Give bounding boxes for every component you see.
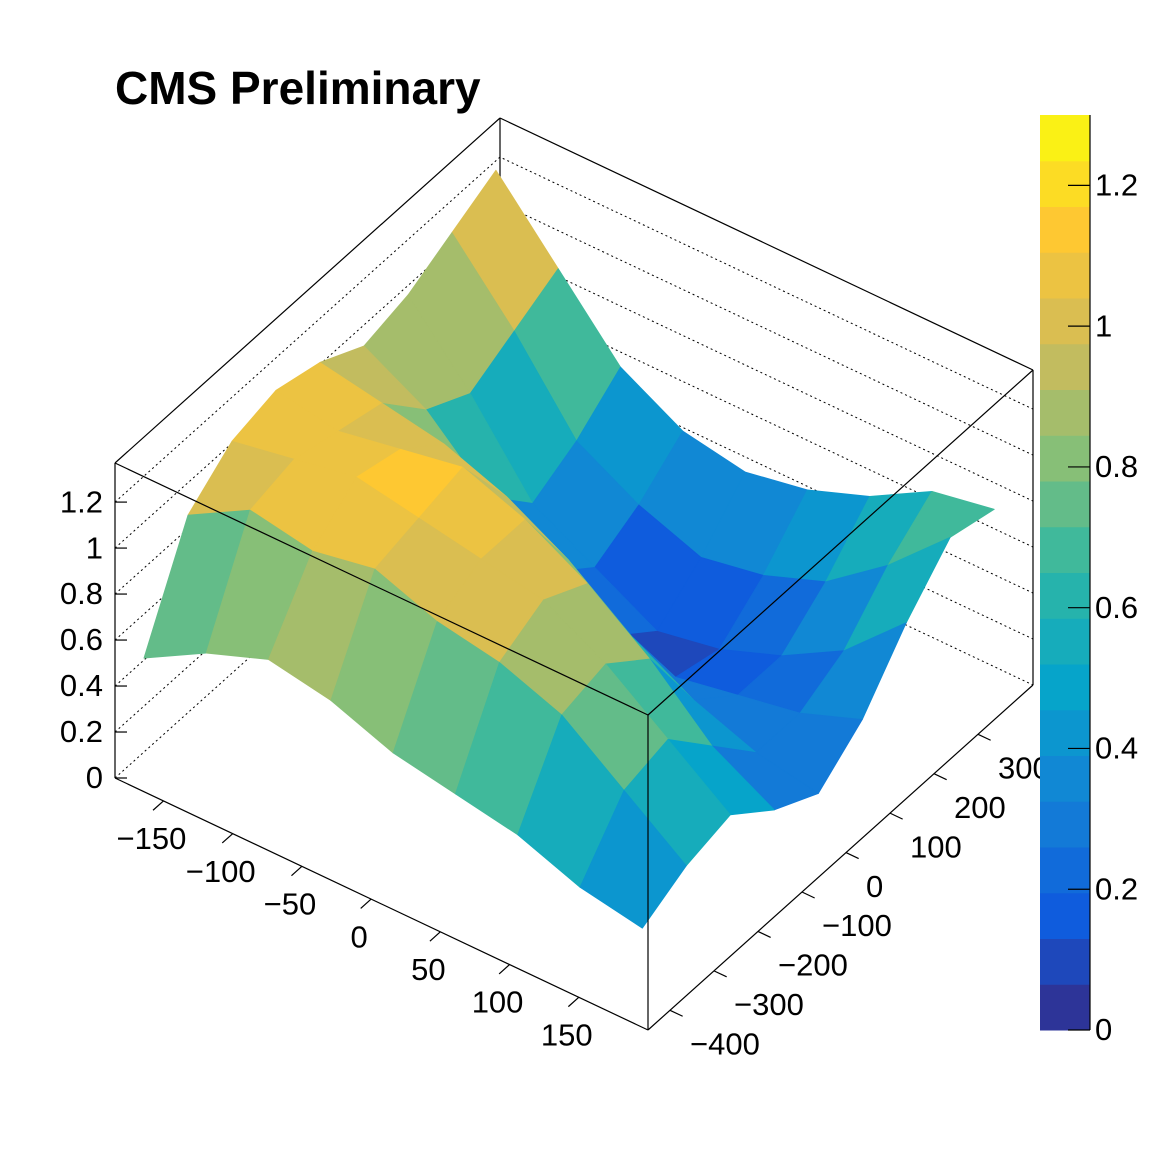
x-tick-label: 0 bbox=[350, 919, 367, 954]
colorbar-band bbox=[1040, 389, 1090, 436]
z-tick-label: 0 bbox=[86, 760, 103, 795]
colorbar-tick-label: 0.2 bbox=[1095, 871, 1138, 906]
y-tick bbox=[757, 930, 771, 938]
colorbar-band bbox=[1040, 572, 1090, 619]
colorbar-tick-label: 1 bbox=[1095, 308, 1112, 343]
colorbar-tick-label: 0.8 bbox=[1095, 449, 1138, 484]
colorbar-tick-label: 1.2 bbox=[1095, 168, 1138, 203]
colorbar-band bbox=[1040, 298, 1090, 345]
colorbar-tick-label: 0 bbox=[1095, 1012, 1112, 1047]
colorbar-band bbox=[1040, 115, 1090, 162]
y-tick bbox=[845, 852, 859, 860]
x-tick bbox=[221, 833, 234, 844]
x-tick-label: 150 bbox=[541, 1017, 593, 1052]
y-tick-label: 0 bbox=[866, 869, 883, 904]
x-tick-label: 100 bbox=[472, 985, 524, 1020]
colorbar-band bbox=[1040, 206, 1090, 253]
colorbar-tick-label: 0.6 bbox=[1095, 590, 1138, 625]
x-axis bbox=[114, 777, 649, 1031]
chart-title: CMS Preliminary bbox=[115, 62, 481, 114]
x-tick bbox=[567, 996, 580, 1008]
grid-line bbox=[114, 156, 1034, 503]
colorbar-band bbox=[1040, 160, 1090, 207]
x-tick-label: −150 bbox=[117, 821, 187, 856]
colorbar-band bbox=[1040, 252, 1090, 299]
y-tick bbox=[713, 970, 727, 978]
y-tick bbox=[977, 733, 991, 741]
y-tick-label: −200 bbox=[778, 948, 848, 983]
x-tick bbox=[429, 931, 441, 942]
y-tick-label: −100 bbox=[822, 908, 892, 943]
colorbar-band bbox=[1040, 664, 1090, 711]
x-tick bbox=[360, 898, 372, 909]
colorbar-band bbox=[1040, 938, 1090, 985]
y-tick-label: 200 bbox=[954, 790, 1006, 825]
colorbar-band bbox=[1040, 343, 1090, 390]
box-edge bbox=[114, 462, 649, 716]
colorbar-band bbox=[1040, 847, 1090, 894]
x-tick-label: −50 bbox=[264, 887, 317, 922]
colorbar-band bbox=[1040, 618, 1090, 665]
y-tick-label: −300 bbox=[734, 987, 804, 1022]
x-tick-label: −100 bbox=[186, 854, 256, 889]
y-axis bbox=[647, 684, 1034, 1031]
z-tick-label: 0.6 bbox=[60, 622, 103, 657]
z-tick-label: 0.4 bbox=[60, 668, 103, 703]
surface-cell bbox=[579, 789, 687, 929]
colorbar-band bbox=[1040, 984, 1090, 1031]
x-tick bbox=[498, 964, 510, 975]
colorbar-band bbox=[1040, 709, 1090, 756]
colorbar-band bbox=[1040, 892, 1090, 939]
y-tick-label: −400 bbox=[690, 1026, 760, 1061]
box-edge bbox=[114, 117, 501, 464]
x-tick bbox=[152, 800, 164, 811]
y-tick-label: 100 bbox=[910, 829, 962, 864]
colorbar-band bbox=[1040, 755, 1090, 802]
z-tick-label: 1 bbox=[86, 530, 103, 565]
z-tick-label: 0.8 bbox=[60, 576, 103, 611]
colorbar-band bbox=[1040, 526, 1090, 573]
y-tick bbox=[669, 1009, 683, 1017]
box-edge bbox=[499, 117, 1034, 371]
y-tick bbox=[889, 812, 903, 820]
colorbar-band bbox=[1040, 801, 1090, 848]
z-tick-label: 1.2 bbox=[60, 484, 103, 519]
colorbar-tick-label: 0.4 bbox=[1095, 731, 1138, 766]
y-tick bbox=[801, 891, 815, 899]
x-tick bbox=[291, 865, 303, 877]
colorbar-band bbox=[1040, 481, 1090, 528]
box-edge bbox=[647, 369, 1034, 716]
x-tick-label: 50 bbox=[411, 952, 445, 987]
z-tick-label: 0.2 bbox=[60, 714, 103, 749]
colorbar-band bbox=[1040, 435, 1090, 482]
y-tick bbox=[933, 773, 947, 781]
